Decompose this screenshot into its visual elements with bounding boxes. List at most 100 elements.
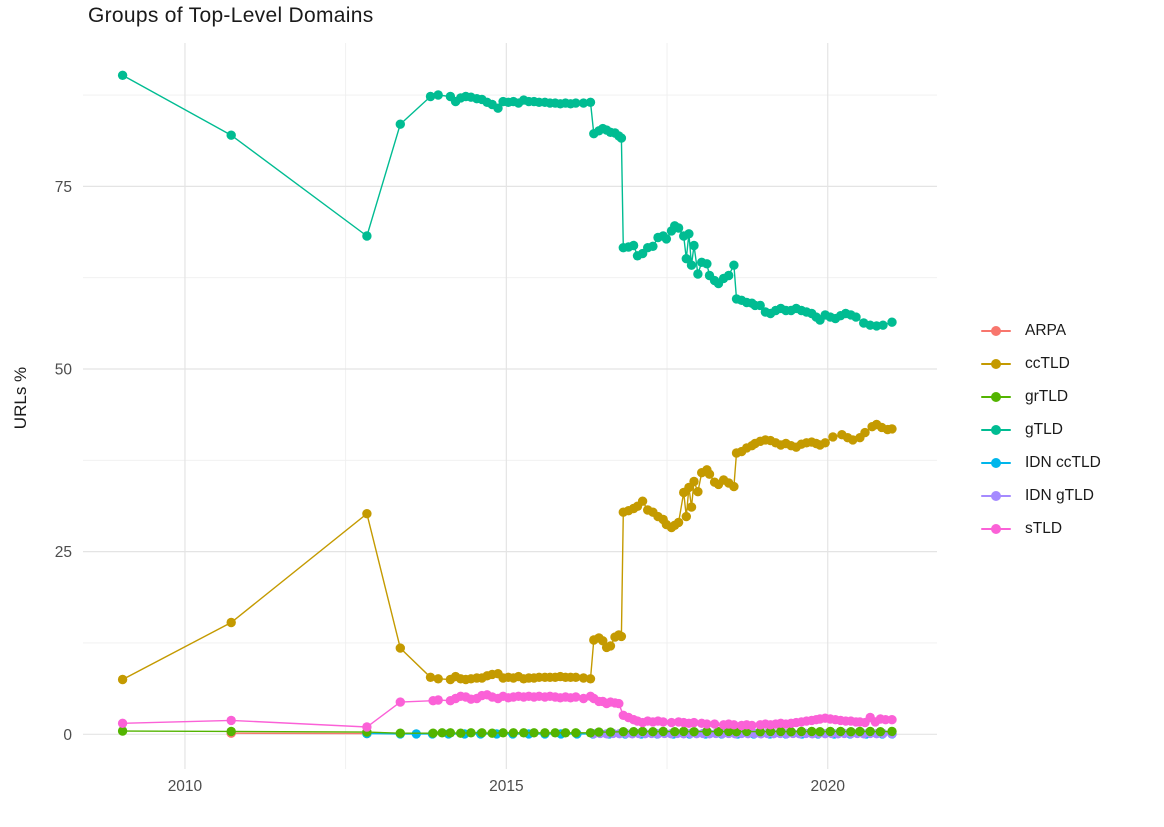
legend-key-icon <box>981 457 1011 469</box>
data-point-stld <box>689 717 699 728</box>
data-point-grtld <box>571 728 581 738</box>
data-point-cctld <box>828 432 838 442</box>
data-point-grtld <box>835 726 846 737</box>
data-point-grtld <box>529 728 539 738</box>
data-point-gtld <box>226 130 236 140</box>
data-point-stld <box>362 722 372 732</box>
data-point-gtld <box>648 241 658 251</box>
data-point-cctld <box>693 487 703 497</box>
data-point-grtld <box>594 727 604 737</box>
legend-label: grTLD <box>1025 387 1069 405</box>
data-point-cctld <box>686 502 697 512</box>
data-point-stld <box>117 718 128 728</box>
data-point-grtld <box>117 726 128 736</box>
data-point-grtld <box>605 727 616 737</box>
data-point-cctld <box>571 672 581 682</box>
data-point-grtld <box>679 726 689 737</box>
data-point-stld <box>395 697 405 707</box>
legend-label: ccTLD <box>1025 354 1070 372</box>
data-point-grtld <box>855 726 865 737</box>
data-point-gtld <box>433 90 443 100</box>
data-point-cctld <box>820 438 830 448</box>
data-point-gtld <box>571 98 581 108</box>
data-point-cctld <box>605 641 616 651</box>
data-point-grtld <box>846 727 856 737</box>
data-point-gtld <box>851 312 861 322</box>
data-point-stld <box>702 719 712 729</box>
legend-key-icon <box>981 358 1011 370</box>
data-point-grtld <box>395 728 405 738</box>
data-point-gtld <box>887 317 897 327</box>
data-point-gtld <box>755 300 765 311</box>
data-point-cctld <box>673 517 684 528</box>
data-point-grtld <box>498 728 508 738</box>
data-point-gtld <box>362 231 372 241</box>
y-tick-label: 0 <box>63 727 72 744</box>
y-tick-label: 50 <box>55 361 73 378</box>
data-point-cctld <box>637 496 648 506</box>
data-point-stld <box>729 720 739 730</box>
data-point-cctld <box>887 424 897 434</box>
data-point-gtld <box>493 103 503 113</box>
legend-item-arpa: ARPA <box>981 314 1101 347</box>
data-point-gtld <box>686 260 697 270</box>
data-point-gtld <box>673 223 684 233</box>
x-tick-label: 2015 <box>489 778 523 795</box>
data-point-gtld <box>689 240 699 251</box>
y-tick-label: 25 <box>55 544 72 561</box>
data-point-gtld <box>878 320 888 330</box>
data-point-grtld <box>765 726 776 737</box>
data-point-grtld <box>724 726 734 737</box>
legend-item-grtld: grTLD <box>981 380 1101 413</box>
data-point-grtld <box>807 726 817 737</box>
chart-legend: ARPA ccTLD grTLD gTLD IDN ccTLD IDN gTLD sTLD <box>981 314 1101 545</box>
data-point-cctld <box>689 476 699 487</box>
y-tick-label: 75 <box>55 179 72 196</box>
data-point-stld <box>666 717 677 728</box>
data-point-stld <box>709 719 720 729</box>
data-point-stld <box>226 715 236 726</box>
data-point-grtld <box>713 727 724 737</box>
data-point-grtld <box>815 727 825 737</box>
legend-label: ARPA <box>1025 321 1067 339</box>
data-point-grtld <box>865 726 875 737</box>
legend-label: sTLD <box>1025 519 1063 537</box>
data-point-cctld <box>860 427 870 438</box>
data-point-stld <box>747 720 757 731</box>
data-point-gtld <box>578 98 589 108</box>
legend-item-idn-gtld: IDN gTLD <box>981 479 1101 512</box>
data-point-grtld <box>226 726 236 737</box>
series-line-gtld <box>122 74 893 327</box>
data-point-stld <box>614 698 624 709</box>
data-point-cctld <box>362 509 372 519</box>
data-point-grtld <box>540 728 550 738</box>
data-point-grtld <box>702 726 712 737</box>
data-point-gtld <box>117 70 128 81</box>
chart-title: Groups of Top-Level Domains <box>88 4 374 27</box>
data-point-cctld <box>585 674 596 684</box>
data-point-grtld <box>456 728 466 738</box>
data-point-grtld <box>477 728 487 738</box>
data-point-cctld <box>117 674 128 685</box>
data-point-cctld <box>848 435 858 445</box>
data-point-gtld <box>729 260 739 270</box>
legend-label: IDN gTLD <box>1025 486 1094 504</box>
data-point-grtld <box>585 728 596 738</box>
data-point-grtld <box>618 727 628 737</box>
data-point-grtld <box>875 727 886 737</box>
legend-key-icon <box>981 490 1011 502</box>
data-point-gtld <box>724 270 734 281</box>
data-point-gtld <box>616 133 627 143</box>
legend-item-cctld: ccTLD <box>981 347 1101 380</box>
data-point-grtld <box>466 728 476 738</box>
legend-label: IDN ccTLD <box>1025 453 1101 471</box>
legend-item-idn-cctld: IDN ccTLD <box>981 446 1101 479</box>
data-point-gtld <box>628 240 639 251</box>
data-point-cctld <box>433 674 443 684</box>
data-point-grtld <box>648 727 658 737</box>
data-point-grtld <box>637 726 648 737</box>
data-point-stld <box>887 715 897 725</box>
data-point-grtld <box>428 728 438 738</box>
